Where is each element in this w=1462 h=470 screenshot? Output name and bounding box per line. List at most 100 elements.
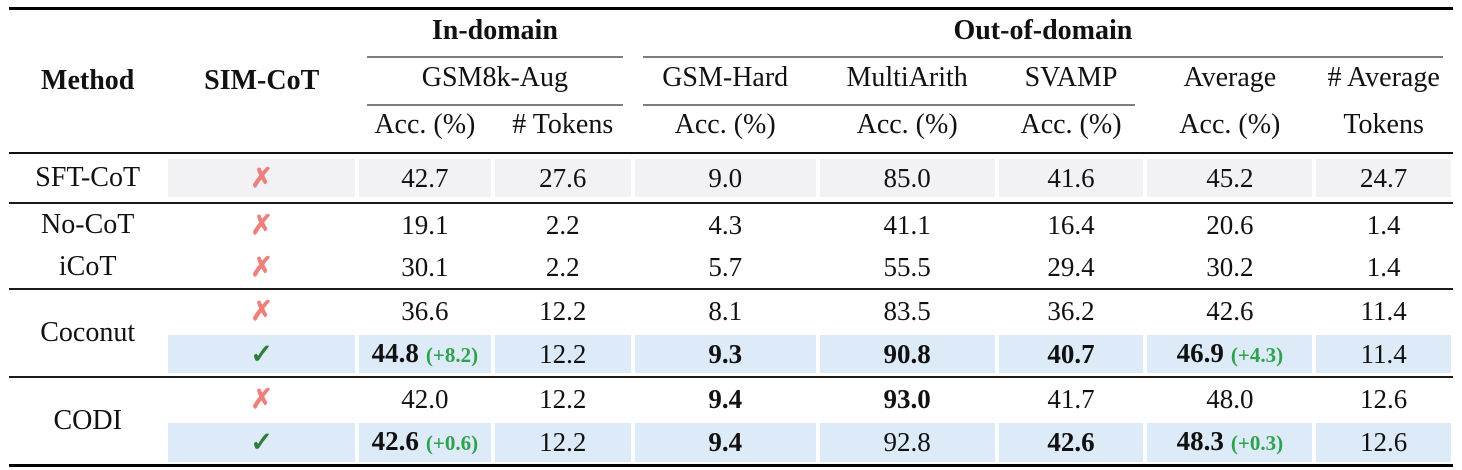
results-table: Method SIM-CoT In-domain Out-of-domain G… <box>9 7 1453 467</box>
cell-gsm8k-acc: 36.6 <box>401 296 449 326</box>
cross-icon: ✗ <box>250 163 273 193</box>
cell-average-acc: 48.3 (+0.3) <box>1145 420 1314 466</box>
cell-multiarith-acc: 83.5 <box>883 296 931 326</box>
delta-badge: (+0.3) <box>1230 431 1284 455</box>
cell-gsm8k-acc: 19.1 <box>401 210 449 240</box>
cell-gsm8k-tokens: 12.2 <box>493 332 633 377</box>
cell-average-acc: 42.6 <box>1206 296 1254 326</box>
header-svamp: SVAMP <box>1024 62 1118 93</box>
delta-badge: (+8.2) <box>425 343 479 367</box>
header-num-average: # Average <box>1327 62 1440 93</box>
cell-gsm-hard-acc: 8.1 <box>708 296 743 326</box>
sim-cot-cell: ✗ <box>166 153 357 203</box>
cell-average-tokens: 11.4 <box>1314 332 1453 377</box>
table-body: SFT-CoT ✗ 42.7 27.6 9.0 85.0 41.6 45.2 2… <box>9 153 1453 466</box>
sim-cot-cell: ✓ <box>166 420 357 466</box>
header-gsm8k-aug: GSM8k-Aug <box>421 62 568 93</box>
cell-average-acc: 20.6 <box>1206 210 1254 240</box>
table-row-no-cot: No-CoT ✗ 19.1 2.2 4.3 41.1 16.4 20.6 1.4 <box>9 203 1453 246</box>
cell-gsm-hard-acc: 9.4 <box>633 420 818 466</box>
cell-svamp-acc: 16.4 <box>1047 210 1095 240</box>
cell-gsm-hard-acc: 9.4 <box>708 384 743 414</box>
subheader-gsm8k-acc: Acc. (%) <box>374 109 476 140</box>
header-rule-row <box>9 98 1453 108</box>
header-method: Method <box>41 65 135 96</box>
table-header: Method SIM-CoT In-domain Out-of-domain G… <box>9 9 1453 153</box>
sim-cot-cell: ✓ <box>166 332 357 377</box>
cell-svamp-acc: 40.7 <box>997 332 1146 377</box>
subheader-svamp-acc: Acc. (%) <box>1020 109 1122 140</box>
cell-gsm-hard-acc: 4.3 <box>708 210 743 240</box>
check-icon: ✓ <box>250 427 273 457</box>
cell-average-tokens: 24.7 <box>1314 153 1453 203</box>
cell-average-tokens: 1.4 <box>1366 252 1401 282</box>
cell-gsm-hard-acc: 9.0 <box>633 153 818 203</box>
table-row-icot: iCoT ✗ 30.1 2.2 5.7 55.5 29.4 30.2 1.4 <box>9 246 1453 289</box>
sim-cot-cell: ✗ <box>166 203 357 246</box>
cell-svamp-acc: 42.6 <box>997 420 1146 466</box>
out-of-domain-rule <box>642 56 1443 58</box>
cell-gsm8k-tokens: 2.2 <box>545 210 580 240</box>
method-cell: SFT-CoT <box>9 153 167 203</box>
cell-multiarith-acc: 55.5 <box>883 252 931 282</box>
table-row-sft-cot: SFT-CoT ✗ 42.7 27.6 9.0 85.0 41.6 45.2 2… <box>9 153 1453 203</box>
cell-gsm-hard-acc: 9.3 <box>633 332 818 377</box>
cross-icon: ✗ <box>250 296 273 326</box>
cell-value: 44.8 <box>371 338 419 368</box>
cell-multiarith-acc: 93.0 <box>883 384 931 414</box>
cross-icon: ✗ <box>250 384 273 414</box>
method-cell: No-CoT <box>9 203 167 246</box>
delta-badge: (+0.6) <box>425 431 479 455</box>
method-cell: Coconut <box>9 289 167 377</box>
cell-average-acc: 45.2 <box>1145 153 1314 203</box>
cell-multiarith-acc: 90.8 <box>818 332 997 377</box>
cell-average-acc: 30.2 <box>1206 252 1254 282</box>
cell-gsm8k-acc: 42.0 <box>401 384 449 414</box>
cell-gsm8k-tokens: 12.2 <box>493 420 633 466</box>
gsm8k-aug-rule <box>366 104 623 106</box>
cell-average-tokens: 12.6 <box>1360 384 1408 414</box>
cell-gsm8k-tokens: 27.6 <box>493 153 633 203</box>
cell-average-tokens: 12.6 <box>1314 420 1453 466</box>
cell-average-acc: 46.9 (+4.3) <box>1145 332 1314 377</box>
header-sim-cot: SIM-CoT <box>204 65 320 96</box>
ood-datasets-rule <box>642 104 1136 106</box>
cell-value: 48.3 <box>1176 426 1224 456</box>
cell-gsm8k-acc: 30.1 <box>401 252 449 282</box>
table-row-codi-sim-cot: ✓ 42.6 (+0.6) 12.2 9.4 92.8 42.6 48.3 (+0.… <box>9 420 1453 466</box>
table-row-coconut-sim-cot: ✓ 44.8 (+8.2) 12.2 9.3 90.8 40.7 46.9 (+4.… <box>9 332 1453 377</box>
cross-icon: ✗ <box>250 210 273 240</box>
header-gsm-hard: GSM-Hard <box>662 62 789 93</box>
cell-multiarith-acc: 92.8 <box>818 420 997 466</box>
cell-gsm8k-acc: 42.7 <box>357 153 493 203</box>
cell-average-acc: 48.0 <box>1206 384 1254 414</box>
header-rule-row <box>9 50 1453 60</box>
sim-cot-cell: ✗ <box>166 246 357 289</box>
table-row-coconut-base: Coconut ✗ 36.6 12.2 8.1 83.5 36.2 42.6 1… <box>9 289 1453 377</box>
subheader-multiarith-acc: Acc. (%) <box>856 109 958 140</box>
cell-multiarith-acc: 41.1 <box>883 210 931 240</box>
cell-value: 42.6 <box>371 426 419 456</box>
cell-gsm8k-tokens: 2.2 <box>545 252 580 282</box>
header-average: Average <box>1183 62 1277 93</box>
sim-cot-cell: ✗ <box>166 289 357 332</box>
check-icon: ✓ <box>250 339 273 369</box>
cross-icon: ✗ <box>250 252 273 282</box>
cell-average-tokens: 11.4 <box>1360 296 1407 326</box>
table-row-codi-base: CODI ✗ 42.0 12.2 9.4 93.0 41.7 48.0 12.6 <box>9 377 1453 466</box>
subheader-gsm-hard-acc: Acc. (%) <box>674 109 776 140</box>
cell-gsm8k-tokens: 12.2 <box>539 384 587 414</box>
header-multiarith: MultiArith <box>846 62 968 93</box>
header-group-out-of-domain: Out-of-domain <box>953 15 1133 46</box>
subheader-gsm8k-tokens: # Tokens <box>512 109 614 140</box>
cell-gsm8k-tokens: 12.2 <box>539 296 587 326</box>
header-group-in-domain: In-domain <box>431 15 558 46</box>
sim-cot-cell: ✗ <box>166 377 357 420</box>
in-domain-rule <box>366 56 623 58</box>
delta-badge: (+4.3) <box>1230 343 1284 367</box>
subheader-average-tokens: Tokens <box>1343 109 1424 140</box>
cell-value: 46.9 <box>1176 338 1224 368</box>
cell-gsm8k-acc: 42.6 (+0.6) <box>357 420 493 466</box>
cell-multiarith-acc: 85.0 <box>818 153 997 203</box>
subheader-average-acc: Acc. (%) <box>1179 109 1281 140</box>
